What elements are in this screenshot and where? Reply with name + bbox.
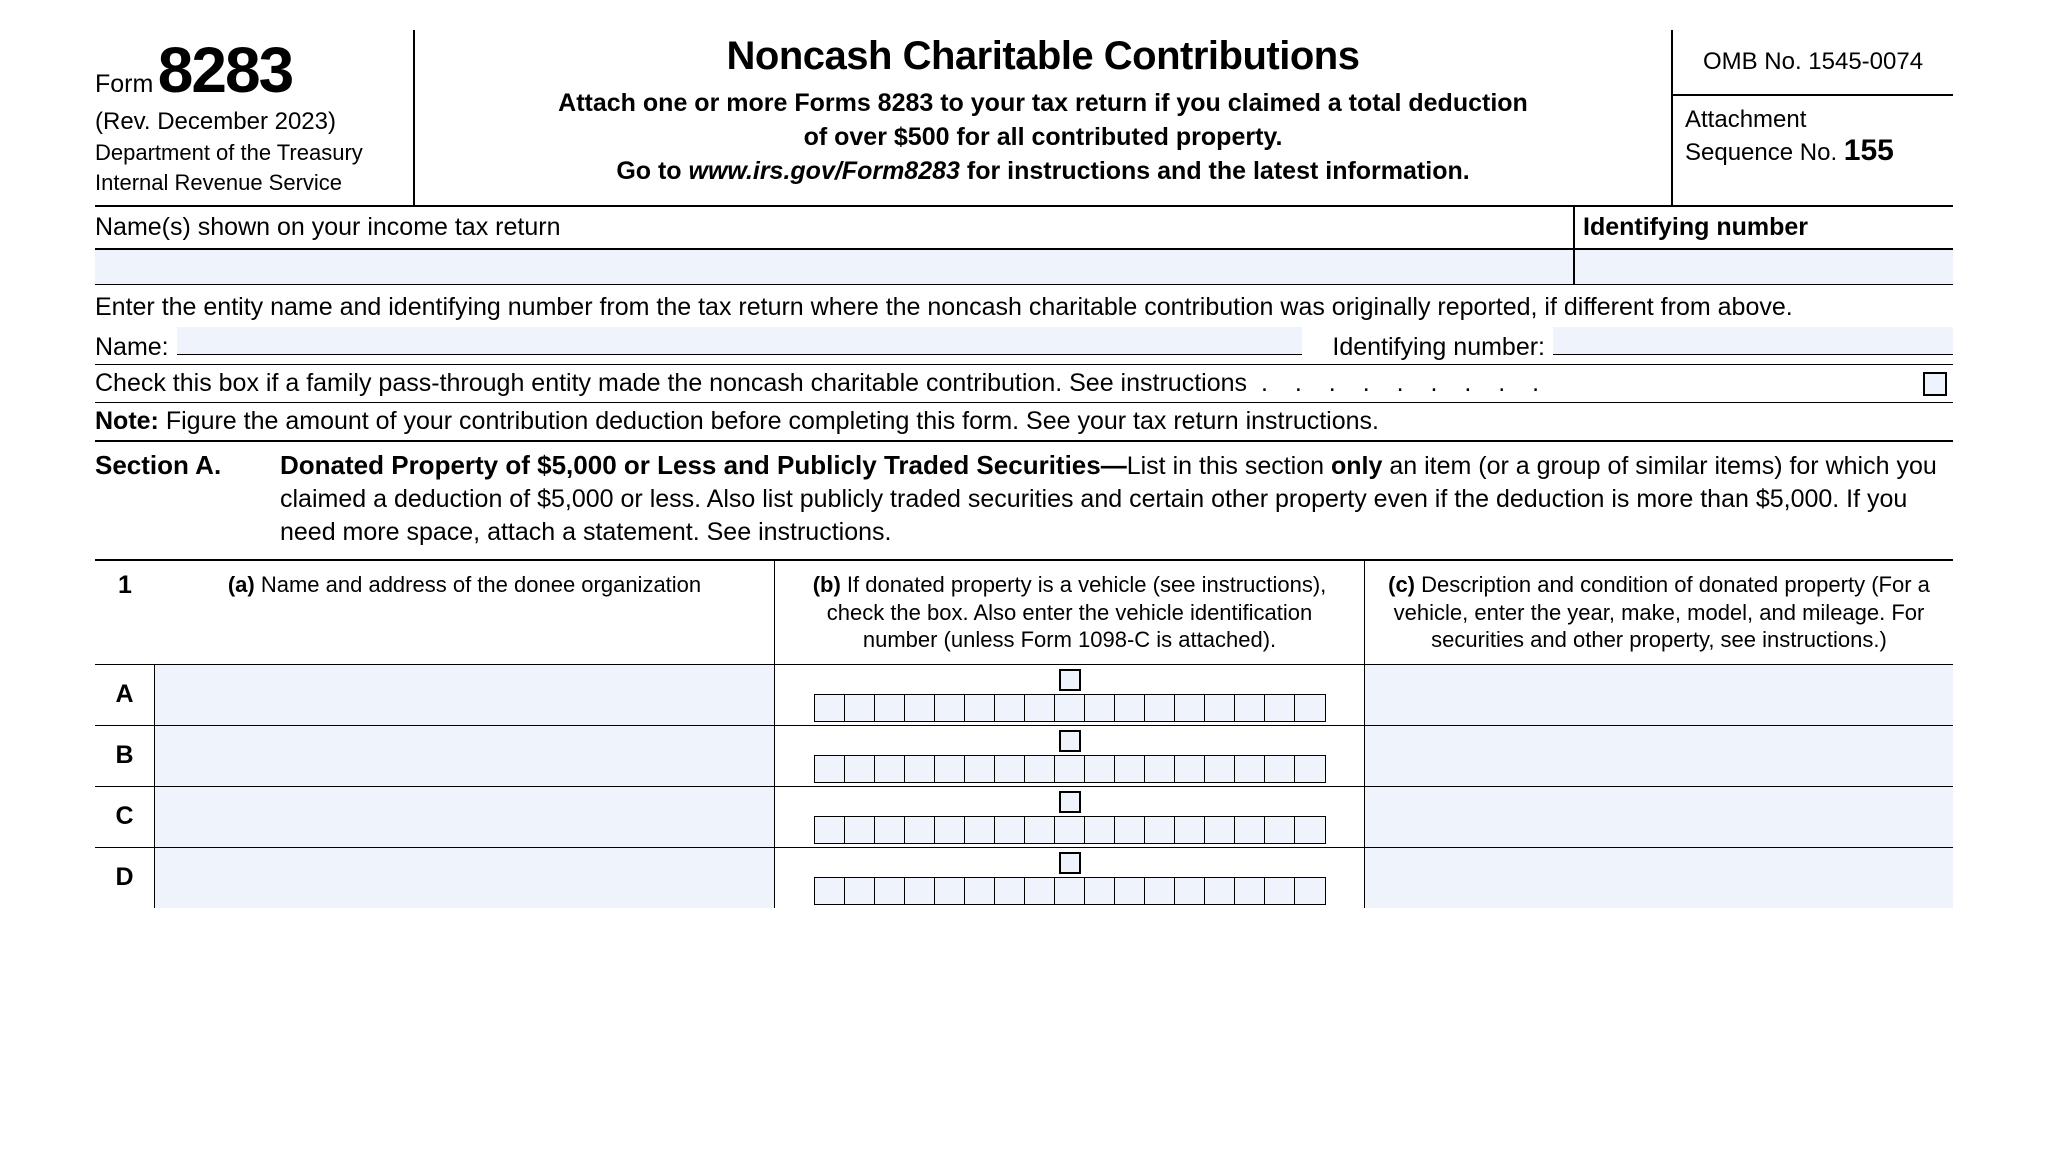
identity-input-row — [95, 250, 1953, 285]
vin-input[interactable] — [814, 816, 1326, 844]
entity-name-row: Name: Identifying number: — [95, 325, 1953, 365]
vin-input[interactable] — [814, 694, 1326, 722]
vin-input[interactable] — [814, 877, 1326, 905]
table-row: C — [95, 787, 1953, 848]
revision-date: (Rev. December 2023) — [95, 108, 405, 136]
form-label: Form — [95, 70, 153, 99]
header-right: OMB No. 1545-0074 Attachment Sequence No… — [1673, 30, 1953, 205]
passthrough-text: Check this box if a family pass-through … — [95, 369, 1247, 398]
table-body: ABCD — [95, 665, 1953, 908]
row-letter: C — [95, 787, 155, 847]
identifying-number-input[interactable] — [1573, 250, 1953, 284]
donee-input[interactable] — [155, 665, 775, 725]
donee-input[interactable] — [155, 787, 775, 847]
vehicle-checkbox[interactable] — [1059, 791, 1081, 813]
section-a: Section A. Donated Property of $5,000 or… — [95, 442, 1953, 561]
donee-input[interactable] — [155, 726, 775, 786]
column-a-header: (a) Name and address of the donee organi… — [155, 561, 775, 664]
vehicle-cell — [775, 848, 1365, 908]
column-b-header: (b) If donated property is a vehicle (se… — [775, 561, 1365, 664]
vehicle-cell — [775, 665, 1365, 725]
section-a-label: Section A. — [95, 448, 280, 549]
column-c-header: (c) Description and condition of donated… — [1365, 561, 1953, 664]
department: Department of the Treasury — [95, 140, 405, 166]
table-row: A — [95, 665, 1953, 726]
vehicle-checkbox[interactable] — [1059, 730, 1081, 752]
form-8283: Form 8283 (Rev. December 2023) Departmen… — [95, 30, 1953, 908]
section-a-text: Donated Property of $5,000 or Less and P… — [280, 448, 1953, 549]
subtitle-line3: Go to www.irs.gov/Form8283 for instructi… — [427, 155, 1659, 189]
header-left: Form 8283 (Rev. December 2023) Departmen… — [95, 30, 415, 205]
entity-instruction: Enter the entity name and identifying nu… — [95, 285, 1953, 326]
row-letter: B — [95, 726, 155, 786]
vehicle-cell — [775, 787, 1365, 847]
description-input[interactable] — [1365, 665, 1953, 725]
donee-input[interactable] — [155, 848, 775, 908]
description-input[interactable] — [1365, 787, 1953, 847]
table-header: 1 (a) Name and address of the donee orga… — [95, 561, 1953, 665]
vehicle-checkbox[interactable] — [1059, 852, 1081, 874]
passthrough-checkbox[interactable] — [1923, 372, 1947, 396]
header-center: Noncash Charitable Contributions Attach … — [415, 30, 1673, 205]
table-row: D — [95, 848, 1953, 908]
names-input[interactable] — [95, 250, 1573, 284]
agency: Internal Revenue Service — [95, 170, 405, 196]
omb-number: OMB No. 1545-0074 — [1673, 30, 1953, 96]
subtitle-line1: Attach one or more Forms 8283 to your ta… — [427, 87, 1659, 121]
form-number: 8283 — [158, 38, 292, 102]
names-label-cell: Name(s) shown on your income tax return — [95, 207, 1573, 248]
attachment-sequence: Attachment Sequence No. 155 — [1673, 96, 1953, 178]
entity-name-label: Name: — [95, 333, 177, 362]
identifying-label-cell: Identifying number — [1573, 207, 1953, 248]
description-input[interactable] — [1365, 848, 1953, 908]
entity-id-input[interactable] — [1553, 327, 1953, 355]
description-input[interactable] — [1365, 726, 1953, 786]
entity-name-input[interactable] — [177, 327, 1303, 355]
passthrough-check-row: Check this box if a family pass-through … — [95, 365, 1953, 403]
subtitle-line2: of over $500 for all contributed propert… — [427, 121, 1659, 155]
note-line: Note: Figure the amount of your contribu… — [95, 403, 1953, 442]
form-header: Form 8283 (Rev. December 2023) Departmen… — [95, 30, 1953, 207]
vehicle-checkbox[interactable] — [1059, 669, 1081, 691]
identity-row: Name(s) shown on your income tax return … — [95, 207, 1953, 250]
form-title: Noncash Charitable Contributions — [427, 34, 1659, 79]
entity-id-label: Identifying number: — [1332, 333, 1553, 362]
row-number: 1 — [95, 561, 155, 664]
table-row: B — [95, 726, 1953, 787]
row-letter: A — [95, 665, 155, 725]
vehicle-cell — [775, 726, 1365, 786]
leader-dots: . . . . . . . . . — [1247, 369, 1915, 398]
row-letter: D — [95, 848, 155, 908]
vin-input[interactable] — [814, 755, 1326, 783]
